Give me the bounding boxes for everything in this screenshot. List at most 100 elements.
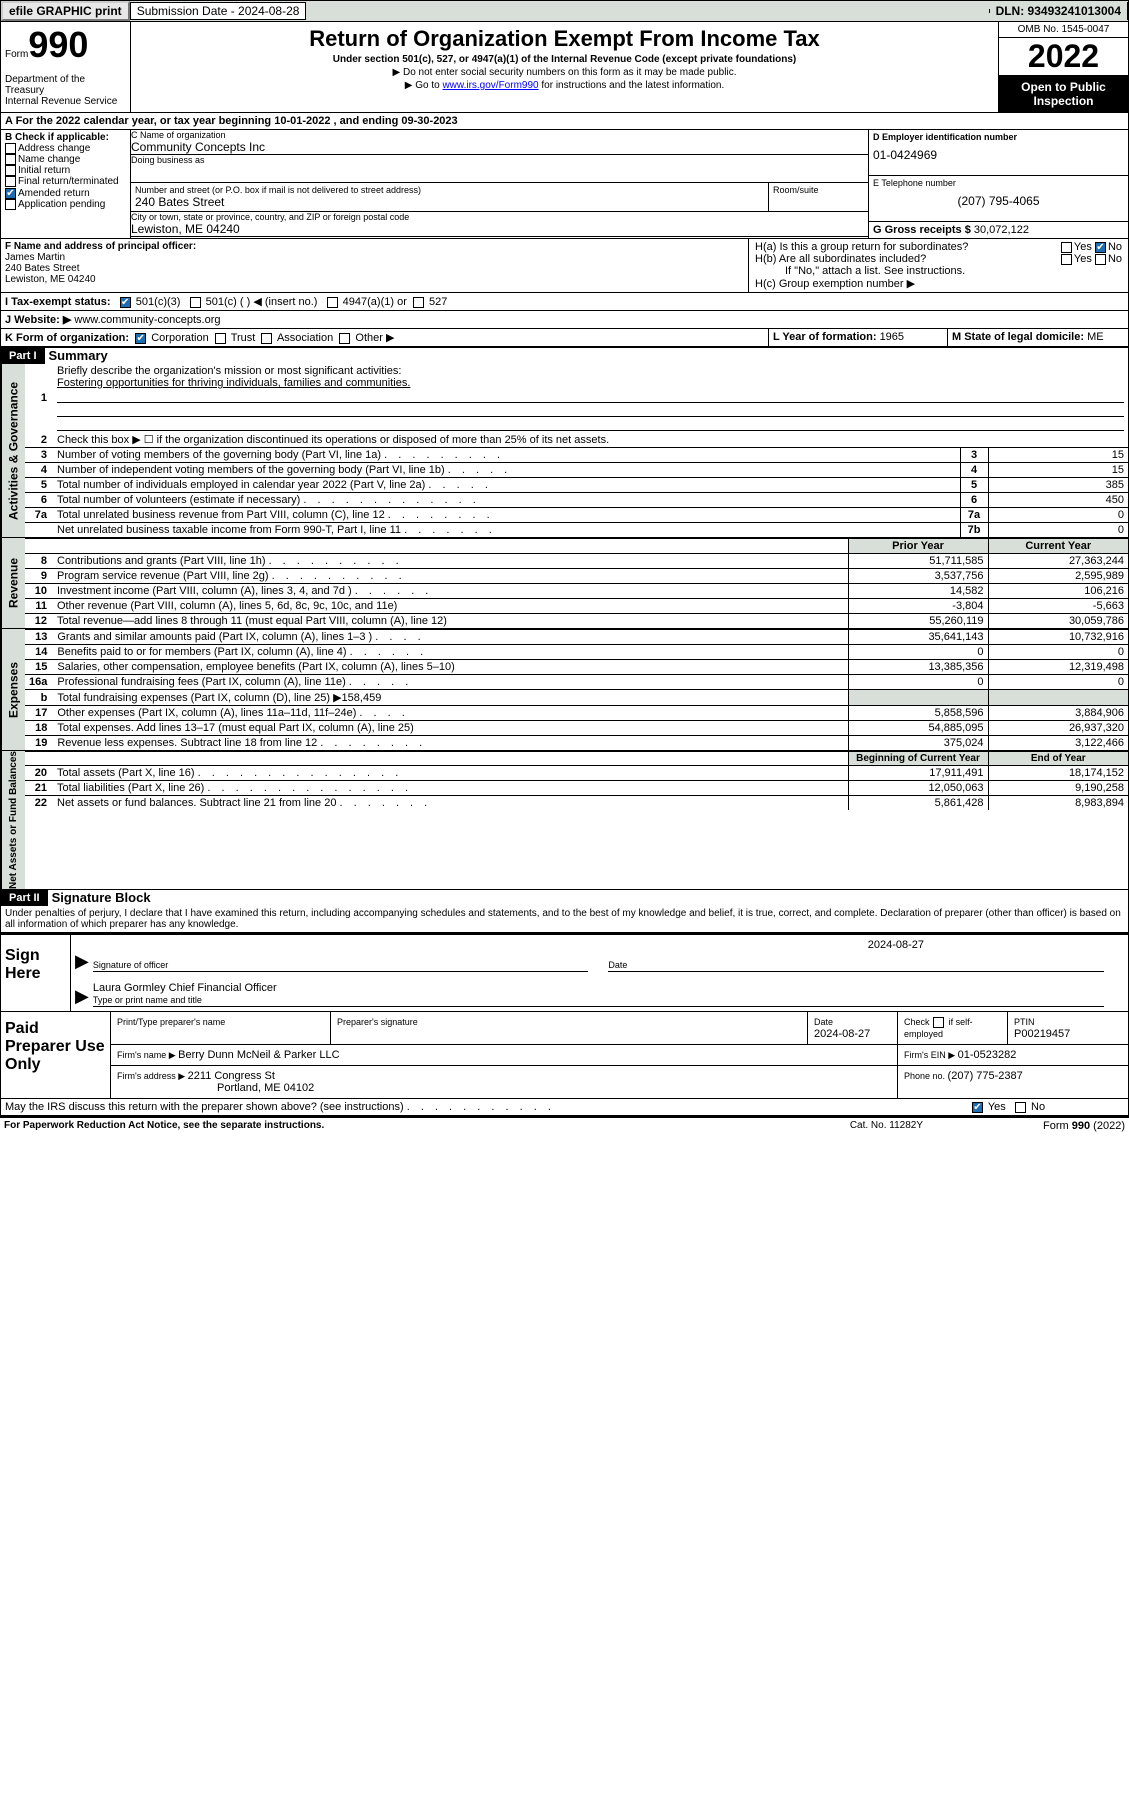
i-527-cb[interactable] xyxy=(413,297,424,308)
l16b-prior xyxy=(848,690,988,706)
l5-value: 385 xyxy=(988,478,1128,493)
l3-label: Number of voting members of the governin… xyxy=(57,449,381,461)
i-501c3-cb[interactable] xyxy=(120,297,131,308)
section-f: F Name and address of principal officer:… xyxy=(1,239,748,292)
summary-netassets: Net Assets or Fund Balances Beginning of… xyxy=(0,750,1129,890)
summary-revenue: Revenue Prior YearCurrent Year 8Contribu… xyxy=(0,537,1129,628)
page-footer: For Paperwork Reduction Act Notice, see … xyxy=(0,1116,1129,1134)
l8-prior: 51,711,585 xyxy=(848,554,988,569)
e-phone-label: E Telephone number xyxy=(873,178,1124,188)
f-label: F Name and address of principal officer: xyxy=(5,241,196,252)
k-opt-other: Other ▶ xyxy=(355,332,394,344)
l15-curr: 12,319,498 xyxy=(988,660,1128,675)
l3-box: 3 xyxy=(960,448,988,463)
l21-end: 9,190,258 xyxy=(988,781,1128,796)
form-title-block: Return of Organization Exempt From Incom… xyxy=(131,22,998,112)
l14-curr: 0 xyxy=(988,645,1128,660)
firm-name-value: Berry Dunn McNeil & Parker LLC xyxy=(178,1049,339,1061)
efile-button[interactable]: efile GRAPHIC print xyxy=(1,1,130,21)
l7a-box: 7a xyxy=(960,508,988,523)
i-501c-cb[interactable] xyxy=(190,297,201,308)
k-assoc-cb[interactable] xyxy=(261,333,272,344)
footer-mid: Cat. No. 11282Y xyxy=(850,1120,923,1132)
l9-prior: 3,537,756 xyxy=(848,569,988,584)
cb-amended-return[interactable]: Amended return xyxy=(5,188,126,199)
prep-col1: Print/Type preparer's name xyxy=(117,1017,225,1027)
l4-label: Number of independent voting members of … xyxy=(57,464,445,476)
irs-yes-cb[interactable] xyxy=(972,1102,983,1113)
sign-here-block: Sign Here 2024-08-27 ▶ Signature of offi… xyxy=(0,933,1129,1012)
lineA-mid: , and ending xyxy=(334,115,402,127)
i-opt2: 501(c) ( ) ◀ (insert no.) xyxy=(206,296,318,308)
preparer-block: Paid Preparer Use Only Print/Type prepar… xyxy=(0,1012,1129,1099)
ha-no: No xyxy=(1108,241,1122,253)
firm-addr1: 2211 Congress St xyxy=(188,1070,275,1082)
irs-link[interactable]: www.irs.gov/Form990 xyxy=(442,80,538,91)
k-corp-cb[interactable] xyxy=(135,333,146,344)
k-other-cb[interactable] xyxy=(339,333,350,344)
section-deg: D Employer identification number 01-0424… xyxy=(868,130,1128,238)
open-line1: Open to Public xyxy=(1001,80,1126,94)
city-label: City or town, state or province, country… xyxy=(131,212,868,222)
cb-application-pending[interactable]: Application pending xyxy=(5,199,126,210)
form-number: 990 xyxy=(28,24,88,65)
i-4947-cb[interactable] xyxy=(327,297,338,308)
city-value: Lewiston, ME 04240 xyxy=(131,222,868,236)
prep-col4a: Check xyxy=(904,1017,930,1027)
l9-curr: 2,595,989 xyxy=(988,569,1128,584)
cb-address-change[interactable]: Address change xyxy=(5,143,126,154)
sig-officer-label: Signature of officer xyxy=(93,960,168,970)
l6-label: Total number of volunteers (estimate if … xyxy=(57,494,300,506)
sig-date-label: Date xyxy=(608,960,627,970)
l11-prior: -3,804 xyxy=(848,599,988,614)
l17-curr: 3,884,906 xyxy=(988,706,1128,721)
prior-year-hdr: Prior Year xyxy=(848,539,988,554)
footer-right: Form 990 (2022) xyxy=(1043,1120,1125,1132)
j-website: www.community-concepts.org xyxy=(74,314,220,326)
cb-final-return[interactable]: Final return/terminated xyxy=(5,176,126,187)
begin-year-hdr: Beginning of Current Year xyxy=(848,752,988,766)
summary-expenses: Expenses 13Grants and similar amounts pa… xyxy=(0,628,1129,750)
l15-prior: 13,385,356 xyxy=(848,660,988,675)
l16a-prior: 0 xyxy=(848,675,988,690)
l10-prior: 14,582 xyxy=(848,584,988,599)
hb-yes-cb[interactable] xyxy=(1061,254,1072,265)
k-label: K Form of organization: xyxy=(5,332,129,344)
l3-value: 15 xyxy=(988,448,1128,463)
prep-selfemp-cb[interactable] xyxy=(933,1017,944,1028)
l-value: 1965 xyxy=(880,331,904,343)
i-opt3: 4947(a)(1) or xyxy=(343,296,407,308)
lineA-begin: 10-01-2022 xyxy=(274,115,330,127)
cb-name-change[interactable]: Name change xyxy=(5,154,126,165)
m-label: M State of legal domicile: xyxy=(952,331,1087,343)
form-meta-block: OMB No. 1545-0047 2022 Open to Public In… xyxy=(998,22,1128,112)
l7b-box: 7b xyxy=(960,523,988,538)
end-year-hdr: End of Year xyxy=(988,752,1128,766)
l17-prior: 5,858,596 xyxy=(848,706,988,721)
k-trust-cb[interactable] xyxy=(215,333,226,344)
prep-ptin: P00219457 xyxy=(1014,1028,1070,1040)
l12-prior: 55,260,119 xyxy=(848,614,988,629)
l12-curr: 30,059,786 xyxy=(988,614,1128,629)
irs-no-cb[interactable] xyxy=(1015,1102,1026,1113)
firm-phone-label: Phone no. xyxy=(904,1071,948,1081)
l22-begin: 5,861,428 xyxy=(848,796,988,811)
firm-ein-value: 01-0523282 xyxy=(958,1049,1017,1061)
hb-no-cb[interactable] xyxy=(1095,254,1106,265)
l8-curr: 27,363,244 xyxy=(988,554,1128,569)
ha-yes-cb[interactable] xyxy=(1061,242,1072,253)
m-value: ME xyxy=(1087,331,1104,343)
ha-no-cb[interactable] xyxy=(1095,242,1106,253)
section-klm: K Form of organization: Corporation Trus… xyxy=(0,329,1129,348)
part-i-header: Part I Summary xyxy=(0,348,1129,364)
vtab-netassets: Net Assets or Fund Balances xyxy=(1,751,25,889)
part-ii-bar: Part II xyxy=(1,890,48,906)
form-header: Form990 Department of the Treasury Inter… xyxy=(0,22,1129,113)
firm-ein-label: Firm's EIN ▶ xyxy=(904,1050,958,1060)
l5-label: Total number of individuals employed in … xyxy=(57,479,425,491)
l20-begin: 17,911,491 xyxy=(848,766,988,781)
ha-yes: Yes xyxy=(1074,241,1092,253)
part-ii-header: Part II Signature Block xyxy=(0,890,1129,906)
l6-box: 6 xyxy=(960,493,988,508)
cb-initial-return[interactable]: Initial return xyxy=(5,165,126,176)
